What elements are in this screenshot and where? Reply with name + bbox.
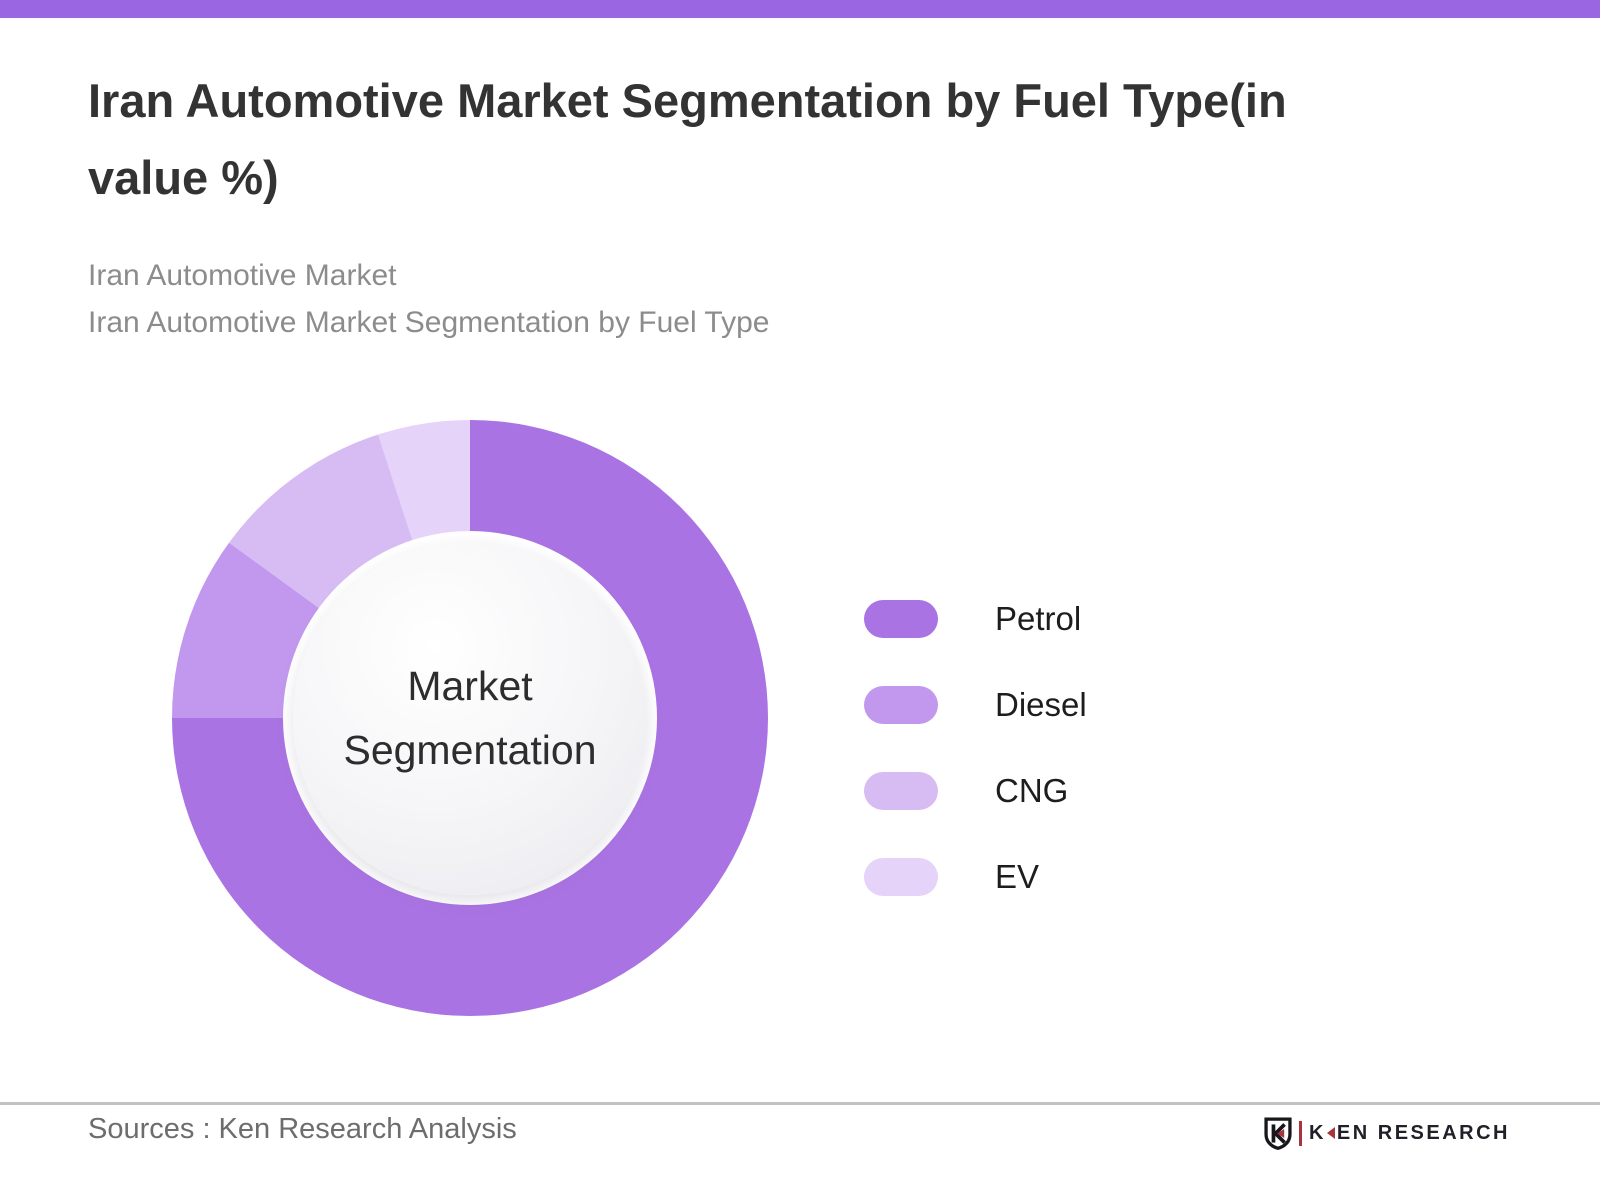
ken-research-logo: K EN RESEARCH xyxy=(1264,1115,1510,1151)
donut-center-label-line1: Market xyxy=(407,663,533,709)
legend-swatch-petrol xyxy=(864,600,938,638)
legend-item-cng: CNG xyxy=(864,772,1087,810)
top-accent-bar xyxy=(0,0,1600,18)
page-title-line1: Iran Automotive Market Segmentation by F… xyxy=(88,74,1287,127)
page-subtitle-line2: Iran Automotive Market Segmentation by F… xyxy=(88,306,770,339)
page-title-line2: value %) xyxy=(88,151,279,204)
page-title: Iran Automotive Market Segmentation by F… xyxy=(88,62,1287,216)
logo-red-triangle-icon xyxy=(1326,1127,1335,1139)
legend-label-petrol: Petrol xyxy=(995,600,1082,637)
page-subtitle-line1: Iran Automotive Market xyxy=(88,259,397,292)
page-subtitle: Iran Automotive Market Iran Automotive M… xyxy=(88,252,769,346)
legend-swatch-ev xyxy=(864,858,938,896)
footer-divider xyxy=(0,1102,1600,1105)
legend-label-diesel: Diesel xyxy=(995,686,1087,723)
donut-center-disc xyxy=(293,541,647,895)
legend-swatch-diesel xyxy=(864,686,938,724)
shield-k-icon xyxy=(1264,1116,1292,1150)
logo-wordmark-k: K xyxy=(1308,1121,1326,1144)
donut-chart: Market Segmentation xyxy=(172,420,768,1016)
donut-center-label-line2: Segmentation xyxy=(343,727,597,773)
legend-item-ev: EV xyxy=(864,858,1087,896)
logo-wordmark-rest: EN RESEARCH xyxy=(1336,1121,1510,1144)
legend-item-diesel: Diesel xyxy=(864,686,1087,724)
legend-swatch-cng xyxy=(864,772,938,810)
donut-center-label: Market Segmentation xyxy=(172,420,768,1016)
legend-label-cng: CNG xyxy=(995,772,1069,809)
logo-wordmark: K EN RESEARCH xyxy=(1309,1122,1510,1145)
logo-divider-bar xyxy=(1298,1120,1302,1146)
sources-text: Sources : Ken Research Analysis xyxy=(88,1113,517,1145)
legend: Petrol Diesel CNG EV xyxy=(864,600,1087,896)
legend-label-ev: EV xyxy=(995,858,1040,895)
legend-item-petrol: Petrol xyxy=(864,600,1087,638)
